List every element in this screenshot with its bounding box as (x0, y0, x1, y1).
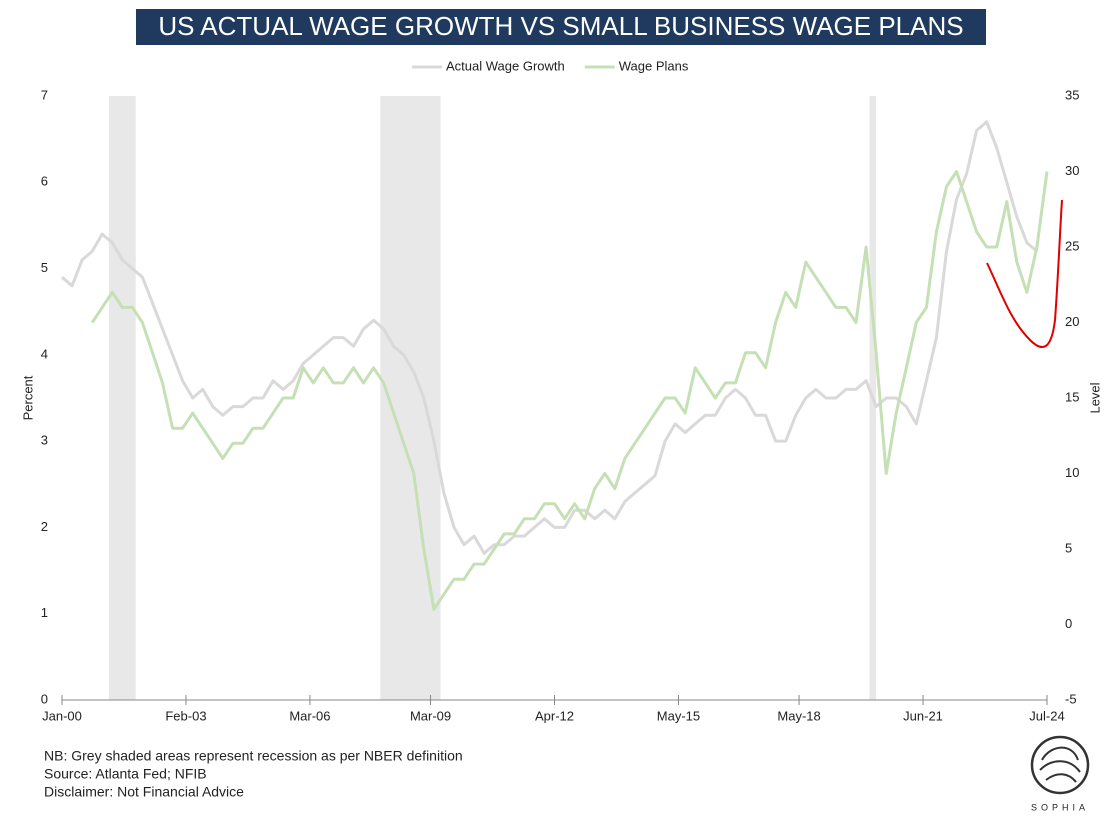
y-tick-label: 1 (41, 605, 48, 620)
y-tick-label: 5 (41, 260, 48, 275)
recession-shade (380, 96, 441, 700)
y-tick-label: 3 (41, 433, 48, 448)
y2-tick-label: 5 (1065, 540, 1072, 555)
y2-tick-label: -5 (1065, 691, 1077, 706)
y2-tick-label: 0 (1065, 616, 1072, 631)
legend-label: Actual Wage Growth (446, 58, 565, 73)
y-tick-label: 7 (41, 87, 48, 102)
y2-tick-label: 25 (1065, 238, 1079, 253)
x-tick-label: May-15 (657, 708, 700, 723)
title-box (136, 9, 986, 45)
x-tick-label: May-18 (777, 708, 820, 723)
x-tick-label: Jun-21 (903, 708, 943, 723)
y-tick-label: 0 (41, 691, 48, 706)
y2-axis-label: Level (1087, 382, 1102, 413)
logo: SOPHIA (1030, 735, 1090, 812)
annotation-curve (986, 199, 1063, 348)
y2-tick-label: 15 (1065, 389, 1079, 404)
y2-tick-label: 35 (1065, 87, 1079, 102)
y-axis-label: Percent (20, 375, 35, 420)
y2-tick-label: 20 (1065, 314, 1079, 329)
y2-tick-label: 10 (1065, 465, 1079, 480)
x-tick-label: Apr-12 (535, 708, 574, 723)
x-tick-label: Jan-00 (42, 708, 82, 723)
x-tick-label: Mar-09 (410, 708, 451, 723)
recession-shade (108, 96, 136, 700)
series-line (61, 120, 1038, 555)
y-tick-label: 4 (41, 346, 48, 361)
footnote: NB: Grey shaded areas represent recessio… (44, 748, 463, 764)
y-tick-label: 6 (41, 174, 48, 189)
series-line (90, 170, 1049, 611)
legend-label: Wage Plans (619, 58, 689, 73)
chart-title: US ACTUAL WAGE GROWTH VS SMALL BUSINESS … (158, 11, 963, 41)
x-tick-label: Jul-24 (1029, 708, 1064, 723)
footnote: Disclaimer: Not Financial Advice (44, 784, 244, 800)
y-tick-label: 2 (41, 519, 48, 534)
y2-tick-label: 30 (1065, 163, 1079, 178)
x-tick-label: Mar-06 (289, 708, 330, 723)
footnote: Source: Atlanta Fed; NFIB (44, 766, 207, 782)
x-tick-label: Feb-03 (165, 708, 206, 723)
logo-text: SOPHIA (1031, 802, 1089, 812)
